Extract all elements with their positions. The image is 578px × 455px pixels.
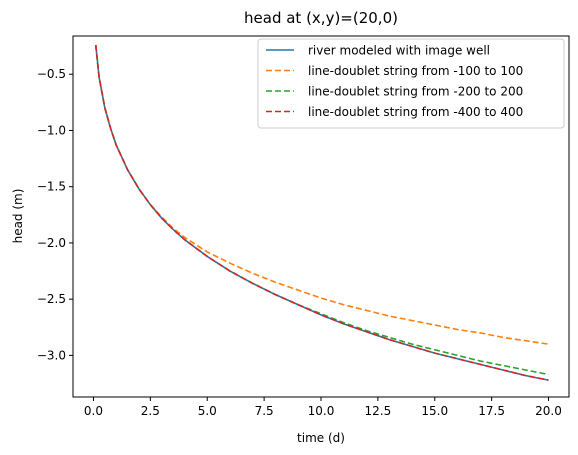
y-axis: −0.5 −1.0 −1.5 −2.0 −2.5 −3.0 xyxy=(37,67,73,362)
legend-label-4: line-doublet string from -400 to 400 xyxy=(308,105,523,119)
y-tick-label: −2.0 xyxy=(37,236,66,250)
x-tick-label: 12.5 xyxy=(365,404,392,418)
chart-title: head at (x,y)=(20,0) xyxy=(244,9,398,27)
y-tick-label: −0.5 xyxy=(37,67,66,81)
y-tick-label: −2.5 xyxy=(37,292,66,306)
y-tick-label: −1.5 xyxy=(37,180,66,194)
legend-label-1: river modeled with image well xyxy=(308,44,490,58)
legend: river modeled with image well line-double… xyxy=(257,38,565,129)
legend-box xyxy=(257,38,565,129)
y-tick-label: −1.0 xyxy=(37,123,66,137)
x-tick-label: 20.0 xyxy=(535,404,562,418)
x-tick-label: 2.5 xyxy=(141,404,160,418)
x-tick-label: 10.0 xyxy=(308,404,335,418)
legend-label-3: line-doublet string from -200 to 200 xyxy=(308,85,523,99)
x-tick-label: 5.0 xyxy=(198,404,217,418)
legend-items: river modeled with image well line-double… xyxy=(266,44,523,119)
legend-label-2: line-doublet string from -100 to 100 xyxy=(308,64,523,78)
x-axis-label: time (d) xyxy=(297,431,345,445)
x-tick-label: 15.0 xyxy=(421,404,448,418)
y-axis-label: head (m) xyxy=(11,189,25,244)
series-line-4 xyxy=(94,44,549,381)
series-layer xyxy=(94,44,549,381)
y-tick-label: −3.0 xyxy=(37,348,66,362)
x-tick-label: 17.5 xyxy=(478,404,505,418)
x-axis: 0.0 2.5 5.0 7.5 10.0 12.5 15.0 17.5 20.0 xyxy=(84,397,562,418)
x-tick-label: 7.5 xyxy=(255,404,274,418)
x-tick-label: 0.0 xyxy=(84,404,103,418)
